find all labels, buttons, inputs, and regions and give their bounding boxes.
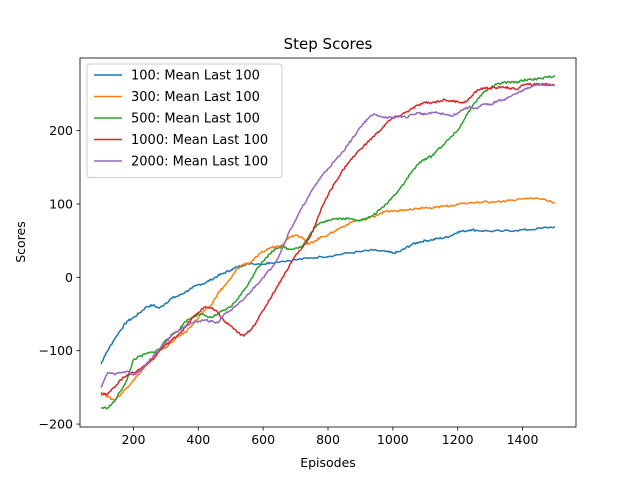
x-tick-label: 1400 bbox=[507, 432, 539, 447]
x-tick-label: 400 bbox=[186, 432, 210, 447]
legend-label-2: 300: Mean Last 100 bbox=[131, 90, 260, 105]
plot-lines bbox=[100, 74, 556, 410]
x-tick-label: 800 bbox=[316, 432, 340, 447]
x-tick-label: 600 bbox=[251, 432, 275, 447]
x-tick-label: 1000 bbox=[377, 432, 409, 447]
y-tick-label: −100 bbox=[39, 343, 73, 358]
series-line-4 bbox=[100, 82, 556, 396]
y-tick-label: 0 bbox=[65, 270, 73, 285]
legend: 100: Mean Last 100 300: Mean Last 100 500:… bbox=[86, 63, 283, 178]
y-tick-label: 200 bbox=[49, 123, 73, 138]
x-axis-label: Episodes bbox=[300, 455, 356, 470]
series-line-1 bbox=[100, 226, 556, 365]
legend-label-4: 1000: Mean Last 100 bbox=[131, 133, 268, 148]
y-axis-label: Scores bbox=[13, 221, 28, 263]
axes: 200 400 600 800 1000 1200 1400 −200 −100 0 100 200 bbox=[39, 57, 577, 447]
y-tick-label: −200 bbox=[39, 417, 73, 432]
series-line-5 bbox=[100, 83, 555, 388]
y-tick-label: 100 bbox=[49, 196, 73, 211]
x-tick-label: 200 bbox=[122, 432, 146, 447]
legend-box bbox=[86, 63, 283, 178]
chart-title: Step Scores bbox=[284, 35, 373, 53]
series-line-2 bbox=[100, 197, 556, 401]
legend-label-5: 2000: Mean Last 100 bbox=[131, 155, 268, 170]
legend-label-1: 100: Mean Last 100 bbox=[131, 69, 260, 84]
legend-label-3: 500: Mean Last 100 bbox=[131, 112, 260, 127]
x-tick-label: 1200 bbox=[442, 432, 474, 447]
